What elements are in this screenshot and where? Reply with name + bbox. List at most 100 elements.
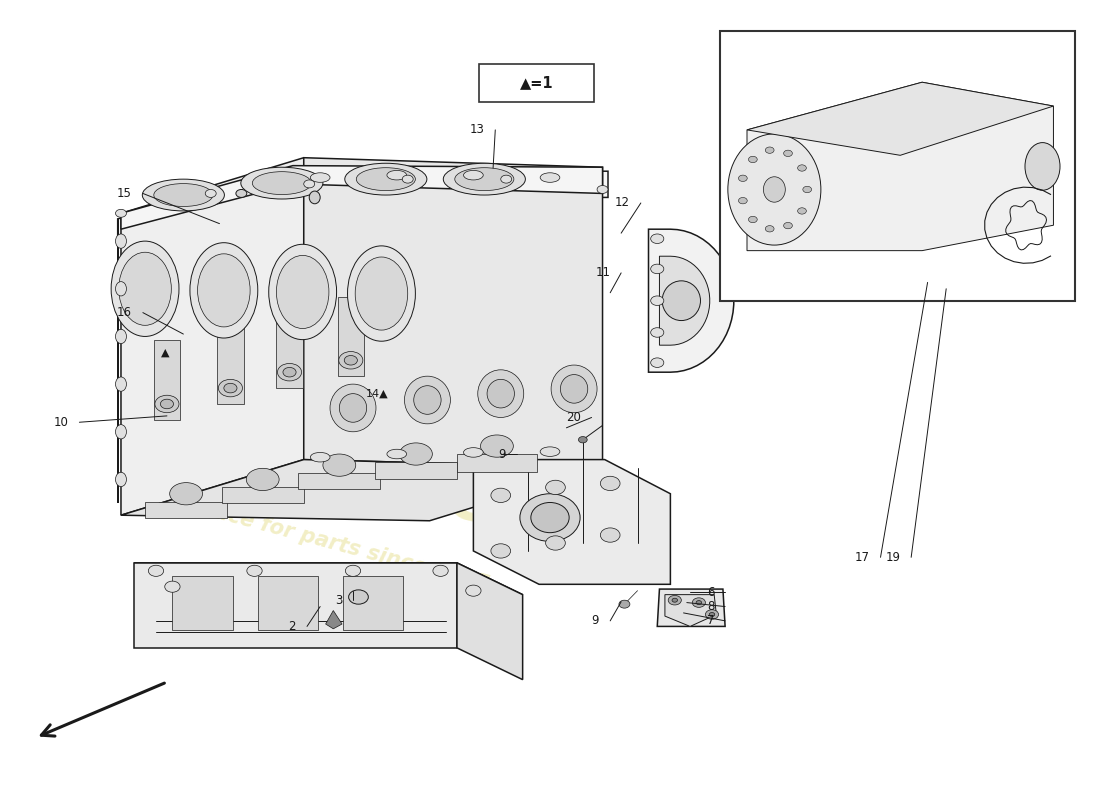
Polygon shape — [326, 610, 342, 629]
Polygon shape — [154, 341, 180, 420]
Polygon shape — [173, 576, 232, 630]
Ellipse shape — [738, 175, 747, 182]
Ellipse shape — [246, 566, 262, 576]
Ellipse shape — [798, 165, 806, 171]
Ellipse shape — [116, 234, 127, 248]
Polygon shape — [121, 459, 603, 521]
Ellipse shape — [463, 448, 483, 457]
Ellipse shape — [477, 370, 524, 418]
Text: 19: 19 — [886, 550, 900, 564]
Text: 2: 2 — [288, 620, 296, 633]
Polygon shape — [118, 171, 608, 245]
Polygon shape — [343, 576, 404, 630]
Ellipse shape — [190, 242, 257, 338]
Ellipse shape — [651, 234, 663, 243]
Text: 13: 13 — [470, 123, 484, 136]
Ellipse shape — [310, 173, 330, 182]
Ellipse shape — [155, 395, 179, 413]
Ellipse shape — [277, 363, 301, 381]
Ellipse shape — [491, 544, 510, 558]
Ellipse shape — [487, 379, 515, 408]
Polygon shape — [304, 158, 603, 467]
Ellipse shape — [601, 528, 620, 542]
Polygon shape — [658, 589, 725, 626]
Text: 3: 3 — [334, 594, 342, 606]
Ellipse shape — [116, 425, 127, 439]
Ellipse shape — [1025, 142, 1060, 190]
Ellipse shape — [330, 384, 376, 432]
Ellipse shape — [356, 168, 416, 190]
Ellipse shape — [252, 172, 311, 194]
Polygon shape — [649, 229, 734, 372]
Text: 9: 9 — [592, 614, 600, 627]
Polygon shape — [276, 309, 303, 388]
Ellipse shape — [165, 581, 180, 592]
Ellipse shape — [116, 472, 127, 486]
Ellipse shape — [546, 536, 565, 550]
Ellipse shape — [454, 168, 514, 190]
Ellipse shape — [651, 358, 663, 367]
Ellipse shape — [551, 365, 597, 413]
Text: 12: 12 — [615, 197, 630, 210]
Ellipse shape — [116, 282, 127, 296]
Ellipse shape — [339, 394, 366, 422]
Text: ▲: ▲ — [161, 347, 169, 358]
Ellipse shape — [414, 386, 441, 414]
Ellipse shape — [206, 190, 217, 198]
Ellipse shape — [111, 241, 179, 337]
Ellipse shape — [465, 585, 481, 596]
Ellipse shape — [235, 190, 246, 198]
Text: 16: 16 — [117, 306, 132, 319]
Ellipse shape — [310, 453, 330, 462]
Ellipse shape — [399, 443, 432, 465]
Ellipse shape — [672, 598, 678, 602]
Ellipse shape — [309, 191, 320, 204]
Polygon shape — [338, 297, 364, 376]
Ellipse shape — [710, 613, 715, 617]
Text: 17: 17 — [855, 550, 870, 564]
Ellipse shape — [783, 150, 792, 157]
Text: 6: 6 — [706, 586, 714, 598]
Ellipse shape — [355, 257, 408, 330]
Ellipse shape — [116, 377, 127, 391]
Ellipse shape — [728, 134, 821, 245]
Polygon shape — [298, 473, 381, 489]
Ellipse shape — [692, 598, 705, 607]
Ellipse shape — [766, 226, 774, 232]
Ellipse shape — [783, 222, 792, 229]
Text: 11: 11 — [595, 266, 610, 279]
Ellipse shape — [403, 175, 414, 183]
Ellipse shape — [619, 600, 630, 608]
Ellipse shape — [344, 355, 358, 365]
Text: 10: 10 — [54, 416, 68, 429]
Ellipse shape — [748, 156, 757, 162]
Ellipse shape — [443, 163, 526, 195]
Ellipse shape — [169, 482, 202, 505]
Ellipse shape — [283, 367, 296, 377]
Polygon shape — [659, 256, 710, 345]
Ellipse shape — [500, 175, 512, 183]
Ellipse shape — [154, 183, 213, 206]
Polygon shape — [456, 454, 537, 471]
Ellipse shape — [161, 399, 174, 409]
Ellipse shape — [323, 454, 355, 476]
Ellipse shape — [696, 601, 702, 605]
Ellipse shape — [387, 170, 407, 180]
Ellipse shape — [241, 167, 323, 199]
Polygon shape — [747, 82, 1054, 155]
Polygon shape — [456, 563, 522, 680]
Ellipse shape — [224, 383, 236, 393]
Ellipse shape — [560, 374, 587, 403]
Ellipse shape — [520, 494, 580, 542]
Text: 14▲: 14▲ — [366, 389, 388, 398]
Polygon shape — [664, 594, 716, 626]
Polygon shape — [473, 459, 670, 584]
Ellipse shape — [798, 208, 806, 214]
Polygon shape — [747, 82, 1054, 250]
Ellipse shape — [763, 177, 785, 202]
Text: 9: 9 — [498, 447, 506, 461]
Ellipse shape — [597, 186, 608, 194]
Ellipse shape — [748, 216, 757, 222]
Ellipse shape — [198, 254, 250, 327]
Ellipse shape — [540, 447, 560, 457]
